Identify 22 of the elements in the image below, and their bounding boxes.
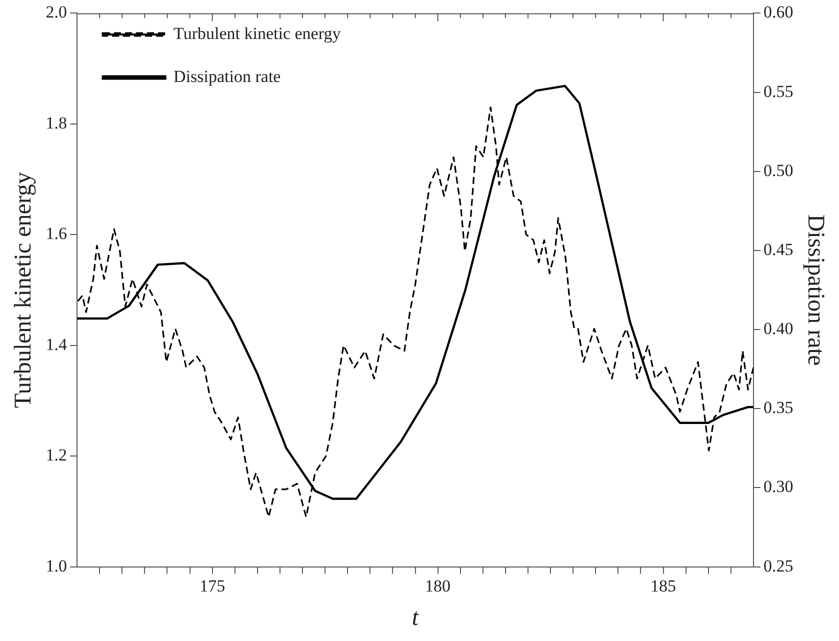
y-tick-label: 1.8 (46, 113, 68, 132)
y-tick-label: 1.4 (46, 334, 68, 354)
x-axis-title: t (412, 604, 420, 631)
y2-tick-label: 0.50 (763, 160, 794, 180)
y2-tick-label: 0.40 (763, 319, 794, 338)
y-tick-label: 2.0 (46, 2, 68, 22)
y2-tick-label: 0.45 (763, 240, 794, 259)
y2-tick-label: 0.55 (763, 82, 794, 101)
y-tick-label: 1.2 (46, 446, 68, 465)
y2-tick-label: 0.35 (763, 398, 794, 418)
y2-tick-label: 0.60 (763, 2, 794, 22)
y2-axis-title: Dissipation rate (802, 214, 828, 366)
y-tick-label: 1.6 (46, 224, 68, 244)
y2-tick-label: 0.25 (763, 556, 794, 576)
y-axis-title: Turbulent kinetic energy (10, 172, 37, 408)
x-tick-label: 180 (425, 576, 451, 596)
y-tick-label: 1.0 (46, 556, 68, 576)
legend-label: Dissipation rate (174, 66, 281, 86)
x-tick-label: 185 (650, 576, 676, 596)
legend-label: Turbulent kinetic energy (174, 24, 342, 43)
x-tick-label: 175 (200, 576, 226, 596)
y2-tick-label: 0.30 (763, 477, 794, 496)
